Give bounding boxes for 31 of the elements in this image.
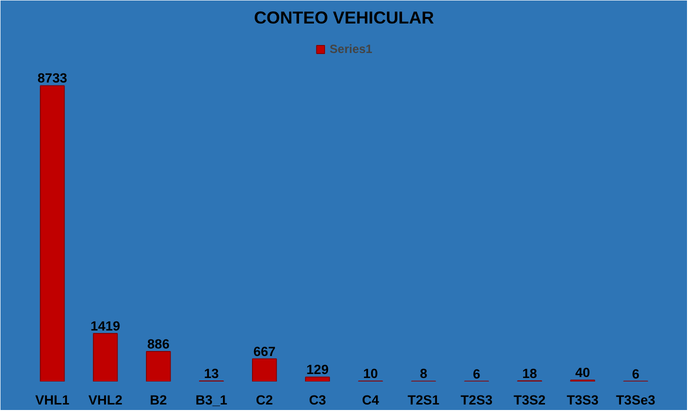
bar: [252, 358, 277, 382]
data-label: 40: [575, 365, 590, 380]
bar: [92, 332, 118, 382]
bar: [146, 350, 171, 382]
data-label: 8733: [37, 70, 68, 86]
bar: [40, 85, 65, 382]
chart-title: CONTEO VEHICULAR: [254, 8, 434, 28]
x-tick-label: C4: [362, 392, 380, 408]
x-tick-label: C2: [256, 392, 273, 408]
x-tick-label: T3S2: [514, 392, 546, 408]
x-tick-label: VHL2: [88, 392, 122, 408]
x-tick-label: T3S3: [566, 392, 599, 408]
x-tick-label: T3Se3: [616, 392, 656, 408]
data-label: 886: [147, 336, 170, 352]
data-label: 8: [420, 366, 428, 382]
data-label: 129: [306, 362, 329, 378]
x-tick-label: C3: [308, 392, 326, 408]
data-label: 1419: [90, 318, 120, 334]
data-label: 10: [363, 366, 378, 382]
data-label: 18: [522, 366, 538, 381]
data-label: 667: [253, 344, 276, 359]
data-label: 13: [204, 366, 219, 382]
legend-label: Series1: [330, 42, 372, 56]
x-tick-label: VHL1: [35, 392, 70, 408]
x-tick-label: T2S3: [460, 392, 493, 408]
data-label: 6: [632, 366, 640, 382]
x-tick-label: B2: [150, 392, 167, 408]
data-label: 6: [472, 366, 480, 382]
x-tick-label: T2S1: [408, 392, 440, 408]
bar: [305, 376, 330, 382]
x-tick-label: B3_1: [195, 392, 228, 408]
